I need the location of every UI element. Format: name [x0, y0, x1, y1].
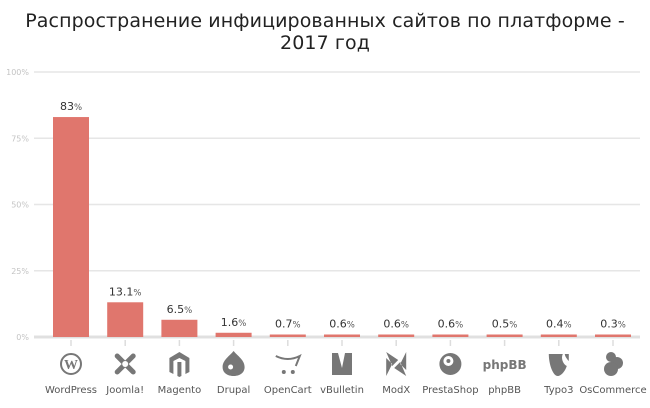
data-label: 13.1%: [109, 285, 142, 298]
data-label: 0.4%: [546, 318, 572, 331]
bar: [378, 334, 415, 337]
data-label: 83%: [60, 100, 82, 113]
bar: [161, 319, 198, 337]
wordpress-ring: [60, 353, 82, 375]
x-tick-label: Magento: [158, 385, 202, 396]
bar: [486, 334, 523, 337]
x-tick-label: Typo3: [543, 385, 573, 396]
opencart-wheel: [290, 370, 295, 374]
wordpress-w: W: [64, 358, 78, 373]
bar: [540, 334, 577, 337]
x-tick-label: phpBB: [488, 385, 521, 396]
data-label: 0.5%: [492, 318, 518, 331]
joomla-icon: [114, 353, 136, 375]
x-tick-label: OsCommerce: [579, 385, 646, 396]
joomla-hole: [122, 361, 129, 367]
drupal-icon: [222, 351, 245, 376]
drupal-drop: [222, 351, 245, 376]
y-tick-label: 100%: [6, 68, 29, 77]
data-label: 0.7%: [275, 318, 301, 331]
bar: [107, 302, 144, 337]
x-tick-label: PrestaShop: [422, 385, 478, 396]
data-label: 0.3%: [600, 318, 626, 331]
prestashop-eye: [446, 359, 451, 363]
modx-shape: [386, 352, 407, 376]
modx-icon: [386, 352, 407, 376]
phpbb-icon: phpBB: [483, 358, 527, 372]
oscommerce-icon: [604, 352, 623, 376]
x-tick-label: WordPress: [45, 385, 97, 396]
bar: [595, 334, 631, 337]
vbulletin-icon: [332, 353, 352, 375]
bar: [215, 332, 252, 337]
prestashop-icon: [439, 353, 462, 375]
vbulletin-shape: [332, 353, 352, 375]
data-label: 0.6%: [438, 318, 464, 331]
y-tick-label: 0%: [16, 333, 29, 342]
bar: [324, 334, 360, 337]
bar: [53, 117, 89, 337]
oscommerce-circle: [604, 362, 618, 376]
phpbb-logo: phpBB: [483, 358, 527, 372]
magento-shape: [169, 352, 190, 377]
y-tick-label: 50%: [11, 201, 29, 210]
data-label: 6.5%: [167, 303, 193, 316]
opencart-cart: [275, 353, 302, 367]
chart-title: Распространение инфицированных сайтов по…: [25, 10, 625, 54]
opencart-icon: [275, 353, 302, 374]
x-tick-label: Joomla!: [105, 385, 144, 396]
x-tick-label: Drupal: [217, 385, 250, 396]
bar: [432, 334, 469, 337]
x-tick-label: vBulletin: [320, 385, 364, 396]
drupal-eye: [228, 364, 234, 370]
bar: [269, 334, 306, 337]
x-tick-label: OpenCart: [264, 385, 312, 396]
typo3-shape: [548, 354, 569, 376]
y-tick-label: 75%: [11, 134, 29, 143]
y-tick-label: 25%: [11, 267, 29, 276]
data-label: 1.6%: [221, 316, 247, 329]
magento-icon: [169, 352, 190, 377]
opencart-wheel: [281, 370, 286, 374]
wordpress-icon: W: [60, 353, 82, 375]
x-tick-label: ModX: [382, 385, 410, 396]
data-label: 0.6%: [383, 318, 409, 331]
data-label: 0.6%: [329, 318, 355, 331]
typo3-icon: [548, 354, 569, 376]
